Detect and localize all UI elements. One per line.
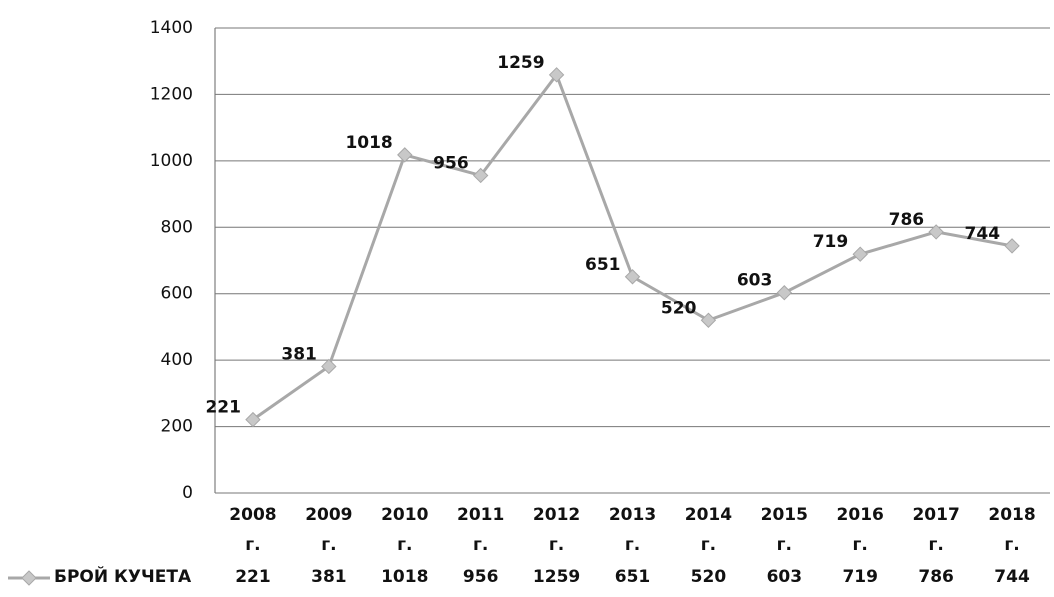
data-label: 603 [737, 271, 773, 291]
x-tick-label: 2018 г. [988, 505, 1036, 555]
table-value: 603 [766, 567, 803, 587]
table-value: 221 [235, 567, 271, 587]
marker [245, 411, 261, 428]
data-label: 1018 [345, 133, 392, 153]
data-label: 520 [661, 298, 697, 318]
y-tick-label: 600 [161, 284, 193, 304]
data-label: 221 [205, 398, 241, 418]
legend-marker [21, 570, 37, 586]
data-label: 744 [965, 224, 1001, 244]
x-tick-label: 2016 г. [836, 505, 884, 555]
marker [852, 246, 868, 262]
table-value: 719 [842, 567, 878, 587]
x-tick-label: 2009 г. [305, 505, 353, 555]
table-value: 744 [994, 567, 1030, 587]
table-value: 786 [918, 567, 954, 587]
data-label: 786 [889, 210, 925, 230]
marker [928, 224, 944, 240]
y-tick-label: 400 [161, 350, 193, 370]
marker [776, 285, 793, 301]
table-value: 520 [690, 567, 727, 587]
line [252, 71, 1013, 421]
data-label: 956 [433, 153, 469, 173]
data-label: 1259 [497, 53, 544, 73]
x-tick-label: 2012 г. [532, 505, 581, 555]
x-tick-label: 2010 г. [381, 505, 429, 555]
table-value: 651 [614, 567, 651, 587]
data-label: 381 [281, 344, 317, 364]
y-tick-label: 1400 [150, 18, 193, 38]
y-tick-label: 1200 [150, 84, 193, 104]
y-tick-label: 200 [161, 417, 193, 437]
x-tick-label: 2014 г. [684, 505, 733, 555]
marker [397, 147, 413, 163]
x-tick-label: 2015 г. [760, 505, 808, 555]
y-tick-label: 0 [182, 483, 193, 503]
marker [700, 312, 717, 328]
table-value: 381 [311, 567, 347, 587]
marker [321, 358, 337, 375]
table-value: 1259 [532, 567, 581, 587]
table-value: 1018 [381, 567, 429, 587]
y-tick-label: 800 [161, 217, 193, 237]
x-tick-label: 2017 г. [912, 505, 960, 555]
marker [624, 269, 641, 285]
marker [472, 167, 489, 184]
x-tick-label: 2011 г. [457, 505, 505, 555]
legend-label: БРОЙ КУЧЕТА [54, 567, 192, 587]
x-tick-label: 2008 г. [229, 505, 277, 555]
x-tick-label: 2013 г. [608, 505, 657, 555]
data-label: 651 [585, 255, 621, 275]
marker [1004, 238, 1020, 254]
y-tick-label: 1000 [150, 151, 193, 171]
table-value: 956 [462, 567, 499, 587]
marker [548, 67, 565, 83]
data-label: 719 [813, 232, 849, 252]
